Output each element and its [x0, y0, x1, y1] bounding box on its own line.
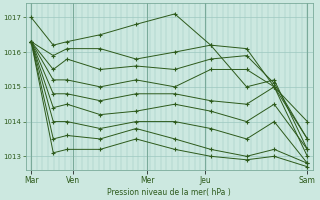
X-axis label: Pression niveau de la mer( hPa ): Pression niveau de la mer( hPa ) [108, 188, 231, 197]
